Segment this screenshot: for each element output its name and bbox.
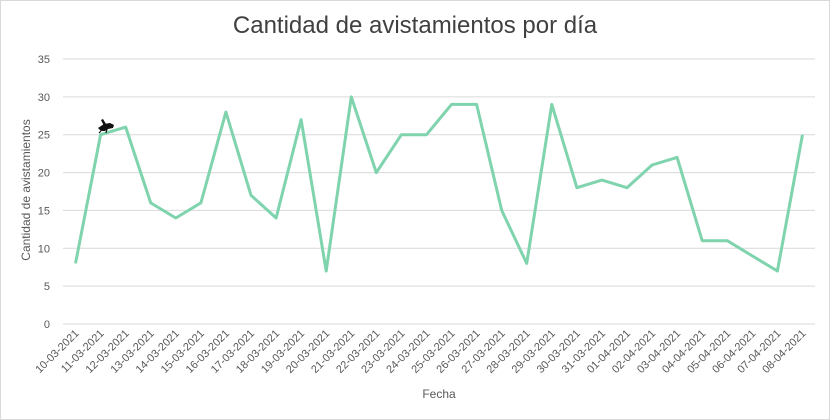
data-series <box>74 95 804 273</box>
series-line <box>74 95 804 273</box>
dinosaur-icon <box>98 119 114 134</box>
x-tick-labels: 10-03-202111-03-202112-03-202113-03-2021… <box>33 328 808 376</box>
y-tick-label: 5 <box>44 281 50 293</box>
y-tick-label: 20 <box>38 168 50 180</box>
y-tick-label: 0 <box>44 319 50 331</box>
chart-title: Cantidad de avistamientos por día <box>232 12 598 39</box>
y-tick-label: 35 <box>38 54 50 66</box>
y-tick-label: 30 <box>38 92 50 104</box>
y-tick-label: 15 <box>38 205 50 217</box>
y-tick-labels: 0 5 10 15 20 25 30 35 <box>38 54 50 331</box>
y-tick-label: 25 <box>38 130 50 142</box>
y-axis-label: Cantidad de avistamientos <box>19 119 33 260</box>
x-axis-label: Fecha <box>422 387 456 401</box>
grid-lines <box>63 58 815 325</box>
y-tick-label: 10 <box>38 243 50 255</box>
